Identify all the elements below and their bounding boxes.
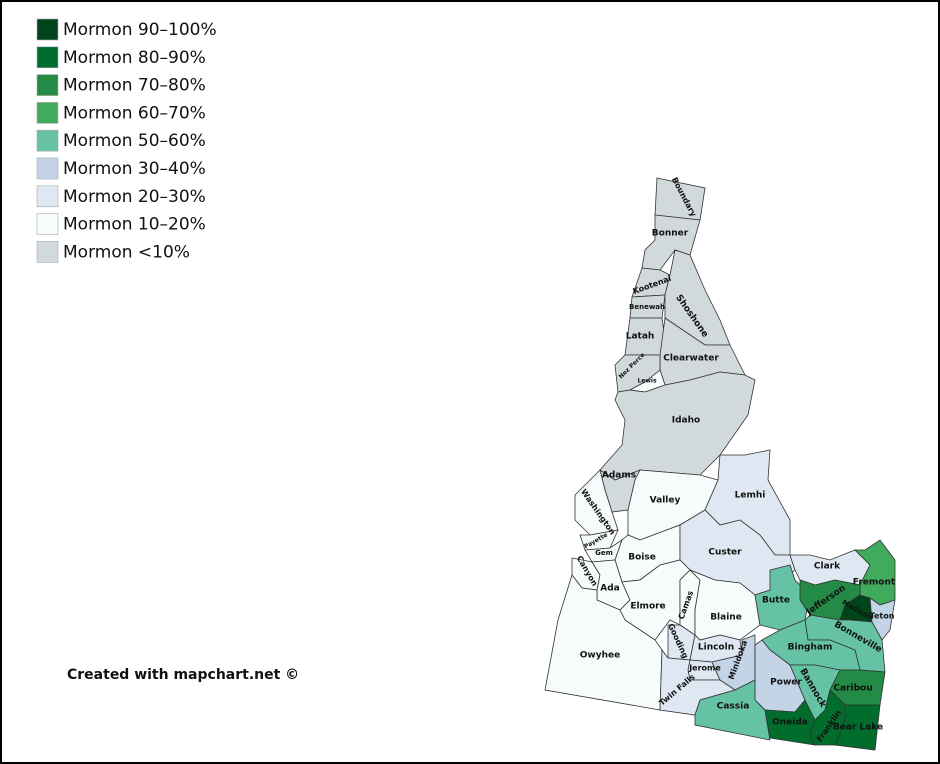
- legend-swatch: [36, 241, 59, 263]
- county-label: Boise: [628, 553, 656, 563]
- county-label: Custer: [708, 548, 742, 558]
- county: [599, 371, 756, 481]
- legend-label: Mormon 20–30%: [63, 187, 206, 207]
- county-label: Adams: [602, 471, 636, 481]
- county: [659, 648, 736, 716]
- legend-label: Mormon 30–40%: [63, 159, 206, 179]
- county-label: Blaine: [710, 613, 742, 623]
- legend-swatch: [36, 18, 59, 41]
- county-label: Benewah: [629, 303, 665, 311]
- county-label: Bonner: [652, 229, 689, 239]
- county-label: Clearwater: [663, 354, 719, 364]
- legend-swatch: [36, 46, 59, 69]
- county-label: Ada: [600, 584, 619, 594]
- county-label: Latah: [626, 332, 655, 342]
- county-label: Owyhee: [580, 651, 620, 661]
- county-label: Clark: [814, 562, 841, 572]
- legend-swatch: [36, 213, 59, 235]
- legend-label: Mormon 50–60%: [63, 131, 206, 151]
- legend-swatch: [36, 157, 59, 180]
- county-label: Bear Lake: [833, 723, 883, 733]
- legend-label: Mormon 90–100%: [63, 20, 217, 40]
- legend-swatch: [36, 102, 59, 124]
- county-label: Power: [770, 678, 802, 688]
- legend-label: Mormon 60–70%: [63, 103, 206, 123]
- county-label: Valley: [650, 496, 681, 506]
- legend-label: Mormon 10–20%: [63, 215, 206, 235]
- county: [544, 574, 663, 711]
- county-label: Lemhi: [735, 491, 766, 501]
- county-label: Butte: [762, 596, 790, 606]
- legend-swatch: [36, 129, 59, 152]
- county: [834, 704, 881, 751]
- county: [579, 529, 619, 551]
- county-label: Idaho: [672, 416, 700, 426]
- county-label: Caribou: [833, 684, 872, 694]
- county-label: Bingham: [788, 643, 833, 653]
- county-label: Lincoln: [698, 643, 734, 653]
- county-label: Jerome: [688, 664, 721, 673]
- county-label: Lewis: [637, 378, 656, 385]
- legend-label: Mormon 70–80%: [63, 76, 206, 96]
- legend-label: Mormon <10%: [63, 242, 190, 262]
- credit: Created with mapchart.net ©: [67, 667, 299, 683]
- county-label: Elmore: [630, 602, 665, 612]
- county-label: Cassia: [717, 702, 750, 712]
- legend-swatch: [36, 74, 59, 96]
- county-label: Teton: [870, 612, 895, 621]
- county-label: Oneida: [772, 718, 808, 728]
- county-label: Gem: [595, 549, 613, 557]
- legend-swatch: [36, 185, 59, 208]
- county: [574, 469, 619, 536]
- county-label: Fremont: [853, 578, 896, 588]
- legend-label: Mormon 80–90%: [63, 48, 206, 68]
